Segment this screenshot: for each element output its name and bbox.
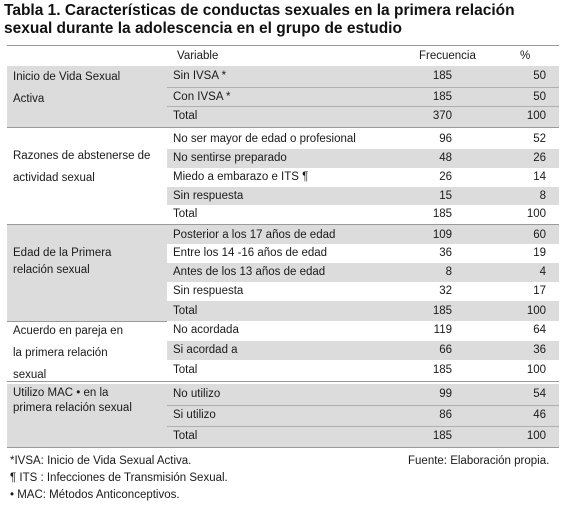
row-frecuencia: 32 — [439, 285, 452, 297]
row-percent: 100 — [526, 364, 546, 376]
table-row: No utilizo 99 54 — [167, 385, 559, 404]
group-label: Acuerdo en pareja en la primera relación… — [13, 325, 123, 381]
row-percent: 100 — [526, 430, 546, 442]
table-row: No ser mayor de edad o profesional 96 52 — [167, 130, 559, 149]
table-row: Sin respuesta 15 8 — [167, 187, 559, 206]
row-percent: 64 — [533, 324, 546, 336]
row-percent: 60 — [533, 229, 546, 241]
source-note: Fuente: Elaboración propia. — [408, 455, 550, 467]
row-frecuencia: 15 — [439, 190, 452, 202]
row-percent: 26 — [533, 152, 546, 164]
row-frecuencia: 185 — [432, 364, 452, 376]
footnote: • MAC: Métodos Anticonceptivos. — [10, 489, 180, 501]
row-variable: No acordada — [173, 324, 239, 336]
row-variable: Entre los 14 -16 años de edad — [173, 247, 328, 259]
row-variable: No utilizo — [173, 388, 221, 400]
table-row: Miedo a embarazo e ITS ¶ 26 14 — [167, 168, 559, 187]
row-percent: 17 — [533, 285, 546, 297]
header-percent: % — [520, 50, 531, 62]
row-frecuencia: 8 — [445, 266, 452, 278]
table-header: Variable Frecuencia % — [7, 45, 559, 67]
group-label: Inicio de Vida Sexual Activa — [13, 71, 121, 105]
row-variable: Sin respuesta — [173, 285, 244, 297]
group-edad-primera-relacion: Edad de la Primera relación sexual Poste… — [7, 225, 559, 322]
group-razones-abstenerse: Razones de abstenerse de actividad sexua… — [7, 129, 559, 225]
table-row: Total 185 100 — [167, 361, 559, 380]
row-frecuencia: 86 — [439, 409, 452, 421]
row-frecuencia: 109 — [432, 229, 452, 241]
row-frecuencia: 370 — [432, 110, 452, 122]
row-percent: 36 — [533, 344, 546, 356]
row-variable: No ser mayor de edad o profesional — [173, 133, 356, 145]
table-row: Posterior a los 17 años de edad 109 60 — [167, 226, 559, 245]
group-acuerdo-pareja: Acuerdo en pareja en la primera relación… — [7, 321, 559, 382]
table-row: Total 185 100 — [167, 426, 559, 446]
row-percent: 4 — [539, 266, 546, 278]
table-row: Si utilizo 86 46 — [167, 405, 559, 425]
row-variable: Total — [173, 110, 198, 122]
table-row: Total 185 100 — [167, 205, 559, 224]
data-table: Variable Frecuencia % Inicio de Vida Sex… — [7, 45, 559, 448]
header-frecuencia: Frecuencia — [419, 50, 476, 62]
row-percent: 14 — [533, 171, 546, 183]
group-label: Edad de la Primera relación sexual — [13, 247, 112, 276]
row-frecuencia: 36 — [439, 247, 452, 259]
table-row: Con IVSA * 185 50 — [167, 87, 559, 107]
row-variable: Posterior a los 17 años de edad — [173, 229, 336, 241]
row-variable: Total — [173, 364, 198, 376]
row-percent: 19 — [533, 247, 546, 259]
table-row: Entre los 14 -16 años de edad 36 19 — [167, 244, 559, 263]
group-label: Utilizo MAC • en la primera relación sex… — [13, 387, 132, 414]
row-variable: Sin respuesta — [173, 190, 244, 202]
row-percent: 50 — [533, 70, 546, 82]
row-percent: 50 — [533, 91, 546, 103]
group-inicio-vida-sexual: Inicio de Vida Sexual Activa Sin IVSA * … — [7, 66, 559, 128]
row-variable: Si utilizo — [173, 409, 216, 421]
row-percent: 100 — [526, 110, 546, 122]
row-frecuencia: 119 — [433, 324, 452, 336]
row-frecuencia: 66 — [439, 344, 452, 356]
row-frecuencia: 185 — [432, 208, 452, 220]
row-frecuencia: 185 — [432, 430, 452, 442]
row-variable: Sin IVSA * — [173, 70, 227, 82]
row-percent: 8 — [539, 190, 546, 202]
row-percent: 100 — [526, 208, 546, 220]
row-frecuencia: 96 — [439, 133, 452, 145]
row-percent: 46 — [533, 409, 546, 421]
header-variable: Variable — [177, 50, 219, 62]
row-variable: Total — [173, 305, 198, 317]
table-row: Sin IVSA * 185 50 — [167, 67, 559, 86]
table-row: Si acordad a 66 36 — [167, 341, 559, 360]
row-variable: Total — [173, 208, 198, 220]
row-frecuencia: 185 — [432, 70, 452, 82]
row-variable: Si acordad a — [173, 344, 238, 356]
group-utilizo-mac: Utilizo MAC • en la primera relación sex… — [7, 384, 559, 448]
table-row: Sin respuesta 32 17 — [167, 282, 559, 301]
footnotes: *IVSA: Inicio de Vida Sexual Activa. ¶ I… — [10, 453, 228, 504]
table-row: No sentirse preparado 48 26 — [167, 149, 559, 168]
row-frecuencia: 48 — [439, 152, 452, 164]
table-row: Total 370 100 — [167, 106, 559, 126]
row-percent: 54 — [533, 388, 546, 400]
footnote: ¶ ITS : Infecciones de Transmisión Sexua… — [10, 472, 228, 484]
row-variable: Miedo a embarazo e ITS ¶ — [173, 171, 309, 183]
row-frecuencia: 185 — [432, 91, 452, 103]
row-variable: Con IVSA * — [173, 91, 231, 103]
row-frecuencia: 99 — [439, 388, 452, 400]
group-label: Razones de abstenerse de actividad sexua… — [13, 150, 151, 184]
table-row: Antes de los 13 años de edad 8 4 — [167, 263, 559, 282]
row-frecuencia: 26 — [439, 171, 452, 183]
table-row: No acordada 119 64 — [167, 321, 559, 340]
table-title: Tabla 1. Características de conductas se… — [4, 2, 515, 37]
row-percent: 100 — [526, 305, 546, 317]
row-percent: 52 — [533, 133, 546, 145]
table-row: Total 185 100 — [167, 302, 559, 321]
row-variable: Antes de los 13 años de edad — [173, 266, 326, 278]
footnote: *IVSA: Inicio de Vida Sexual Activa. — [10, 455, 192, 467]
row-variable: Total — [173, 430, 198, 442]
row-frecuencia: 185 — [432, 305, 452, 317]
row-variable: No sentirse preparado — [173, 152, 287, 164]
